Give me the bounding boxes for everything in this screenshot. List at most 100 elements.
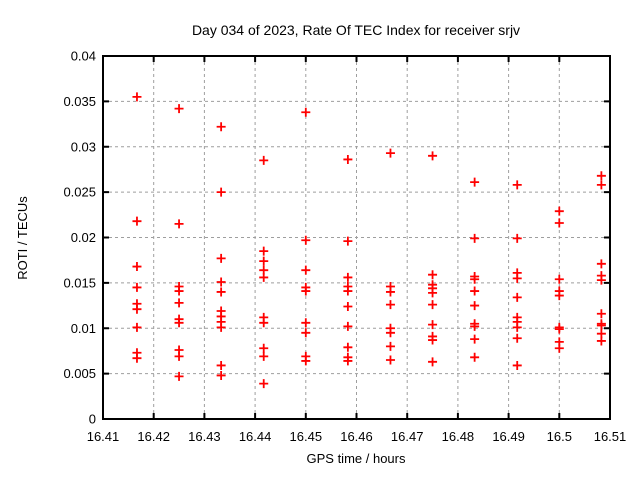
data-point-marker — [132, 304, 142, 314]
data-point-marker — [385, 287, 395, 297]
data-point-marker — [470, 274, 480, 284]
data-point-marker — [554, 218, 564, 228]
grid-layer — [103, 56, 610, 419]
data-point-marker — [428, 335, 438, 345]
data-point-marker — [385, 355, 395, 365]
data-point-marker — [554, 343, 564, 353]
data-point-marker — [343, 301, 353, 311]
data-point-marker — [512, 180, 522, 190]
data-point-marker — [132, 92, 142, 102]
data-point-marker — [428, 151, 438, 161]
data-point-marker — [470, 321, 480, 331]
axes-layer — [102, 55, 611, 420]
data-point-marker — [216, 253, 226, 263]
x-tick-label: 16.45 — [290, 429, 323, 444]
data-point-marker — [428, 288, 438, 298]
data-point-marker — [259, 246, 269, 256]
data-point-marker — [259, 351, 269, 361]
y-tick-label: 0.03 — [71, 139, 96, 154]
y-tick-label: 0.015 — [63, 275, 96, 290]
data-point-marker — [470, 177, 480, 187]
x-tick-label: 16.5 — [547, 429, 572, 444]
y-tick-label: 0.02 — [71, 230, 96, 245]
data-point-marker — [596, 275, 606, 285]
data-point-marker — [132, 322, 142, 332]
data-point-marker — [216, 322, 226, 332]
data-point-marker — [301, 356, 311, 366]
y-tick-label: 0.025 — [63, 185, 96, 200]
data-point-marker — [554, 274, 564, 284]
data-point-marker — [174, 104, 184, 114]
data-point-marker — [216, 287, 226, 297]
data-point-marker — [174, 318, 184, 328]
data-point-marker — [470, 334, 480, 344]
data-point-marker — [428, 320, 438, 330]
data-point-marker — [385, 341, 395, 351]
data-point-marker — [132, 282, 142, 292]
data-point-marker — [216, 187, 226, 197]
data-point-marker — [596, 321, 606, 331]
x-tick-label: 16.51 — [594, 429, 627, 444]
data-point-marker — [132, 262, 142, 272]
data-point-marker — [428, 270, 438, 280]
y-tick-label: 0.04 — [71, 49, 96, 64]
data-point-marker — [470, 286, 480, 296]
data-point-marker — [174, 371, 184, 381]
data-point-marker — [596, 259, 606, 269]
data-point-marker — [470, 233, 480, 243]
data-point-marker — [343, 236, 353, 246]
y-axis-title: ROTI / TECUs — [15, 196, 30, 280]
data-point-marker — [132, 216, 142, 226]
data-point-marker — [216, 277, 226, 287]
data-point-marker — [174, 298, 184, 308]
data-point-marker — [174, 219, 184, 229]
data-point-marker — [385, 300, 395, 310]
data-point-marker — [132, 353, 142, 363]
x-tick-label: 16.41 — [87, 429, 120, 444]
x-tick-label: 16.49 — [492, 429, 525, 444]
data-point-marker — [301, 286, 311, 296]
data-point-marker — [216, 122, 226, 132]
y-tick-label: 0.035 — [63, 94, 96, 109]
data-point-marker — [596, 180, 606, 190]
data-point-marker — [343, 342, 353, 352]
data-point-marker — [596, 171, 606, 181]
data-point-marker — [301, 107, 311, 117]
data-point-marker — [301, 235, 311, 245]
data-point-marker — [343, 272, 353, 282]
data-points-layer — [132, 92, 606, 389]
x-tick-label: 16.47 — [391, 429, 424, 444]
data-point-marker — [596, 336, 606, 346]
data-point-marker — [428, 357, 438, 367]
data-point-marker — [470, 301, 480, 311]
data-point-marker — [259, 256, 269, 266]
data-point-marker — [470, 352, 480, 362]
data-point-marker — [343, 154, 353, 164]
data-point-marker — [174, 351, 184, 361]
data-point-marker — [554, 291, 564, 301]
data-point-marker — [259, 379, 269, 389]
data-point-marker — [512, 333, 522, 343]
x-tick-label: 16.43 — [188, 429, 221, 444]
data-point-marker — [301, 265, 311, 275]
data-point-marker — [512, 360, 522, 370]
data-point-marker — [554, 206, 564, 216]
data-point-marker — [259, 272, 269, 282]
data-point-marker — [259, 155, 269, 165]
x-tick-label: 16.48 — [442, 429, 475, 444]
data-point-marker — [554, 324, 564, 334]
data-point-marker — [216, 370, 226, 380]
data-point-marker — [596, 309, 606, 319]
data-point-marker — [301, 328, 311, 338]
data-point-marker — [343, 356, 353, 366]
chart-title: Day 034 of 2023, Rate Of TEC Index for r… — [192, 22, 520, 38]
y-tick-label: 0 — [89, 412, 96, 427]
data-point-marker — [259, 318, 269, 328]
data-point-marker — [512, 292, 522, 302]
data-point-marker — [216, 360, 226, 370]
tick-label-layer: 16.41 16.42 16.43 16.44 16.45 16.46 16.47 16.48… — [63, 49, 626, 445]
data-point-marker — [174, 286, 184, 296]
data-point-marker — [301, 318, 311, 328]
